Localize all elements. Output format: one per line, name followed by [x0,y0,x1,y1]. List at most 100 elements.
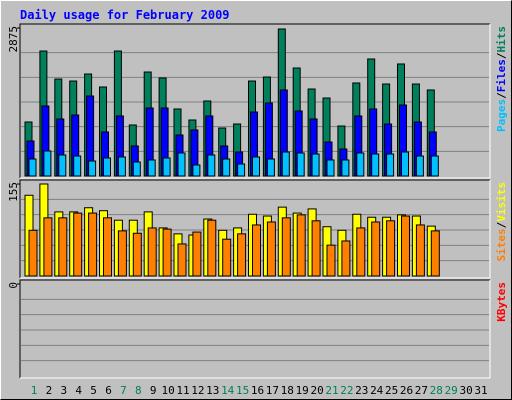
bar [430,155,439,177]
bar [222,158,231,177]
bar [311,220,321,277]
x-tick-label: 24 [370,384,384,397]
x-tick-label: 9 [150,384,157,397]
x-tick-label: 19 [296,384,309,397]
x-tick-label: 12 [191,384,204,397]
bar [252,224,261,277]
x-tick-label: 29 [445,384,458,397]
x-tick-label: 30 [459,384,472,397]
bar [415,155,424,177]
panel-border-dark [19,23,490,178]
bar [252,156,260,177]
bar [237,233,247,277]
x-tick-label: 18 [281,384,294,397]
bar [371,221,381,277]
bar [132,232,142,277]
x-tick-label: 31 [474,384,487,397]
y-tick-label: 155 [7,182,20,202]
bar [356,227,366,277]
bar [296,214,306,277]
bar [192,231,202,277]
bar [28,229,38,277]
bar [132,161,141,177]
bar [73,155,82,177]
bar [356,152,365,177]
bar [147,227,157,277]
bar [88,212,98,277]
bar [237,163,246,177]
x-tick-label: 4 [75,384,82,397]
x-tick-label: 16 [251,384,264,397]
bar [266,221,276,277]
bar [341,159,350,177]
bar [58,154,67,177]
bar [341,240,351,277]
panel-border-light [20,280,491,379]
bar [117,156,126,177]
y-tick-label: 2875 [7,26,20,53]
x-tick-label: 28 [430,384,443,397]
x-tick-label: 22 [340,384,353,397]
bar [207,154,216,177]
x-tick-label: 8 [135,384,142,397]
y-tick-label: 0 [7,282,20,289]
bar [28,158,37,177]
panel-border-dark [19,179,490,278]
bar [162,157,171,177]
bar [58,217,68,277]
bar [147,159,156,177]
legend-entry: Files [495,59,508,92]
x-tick-label: 14 [221,384,235,397]
bar [281,151,290,177]
bar [430,230,440,277]
bar [296,152,305,177]
legend: Sites/Visits [495,182,508,262]
bar [88,160,97,177]
x-tick-label: 26 [400,384,413,397]
legend-entry: Pages [495,99,508,132]
bar [311,153,320,177]
panel-border-light [20,180,491,279]
legend-separator: / [495,221,508,228]
legend-entry: Hits [495,26,508,53]
bar [386,220,396,277]
bar [207,219,217,277]
bar [43,217,53,277]
x-tick-label: 6 [105,384,112,397]
bar [401,215,410,277]
bar [371,153,380,177]
x-tick-label: 13 [206,384,219,397]
bar [401,151,409,177]
legend-separator: / [495,92,508,99]
bar [117,230,127,277]
bar [73,212,83,277]
legend: KBytes [495,282,508,322]
x-tick-label: 1 [31,384,38,397]
x-tick-label: 5 [90,384,97,397]
x-tick-label: 10 [161,384,174,397]
bar [177,152,186,177]
bar [415,224,425,277]
x-tick-label: 15 [236,384,249,397]
legend-separator: / [495,52,508,59]
x-tick-label: 23 [355,384,368,397]
x-tick-label: 2 [46,384,53,397]
x-tick-label: 20 [310,384,323,397]
legend: Pages/Files/Hits [495,26,508,132]
x-tick-label: 17 [266,384,279,397]
bar [103,157,111,177]
bar [192,164,201,177]
x-tick-label: 3 [60,384,67,397]
panel [20,280,490,378]
x-tick-label: 7 [120,384,127,397]
bar [103,217,112,277]
bar [326,244,336,277]
bar [162,228,172,277]
legend-entry: KBytes [495,282,508,322]
x-tick-label: 21 [325,384,338,397]
legend-entry: Sites [495,228,508,261]
bar [281,217,291,277]
bar [222,238,232,277]
